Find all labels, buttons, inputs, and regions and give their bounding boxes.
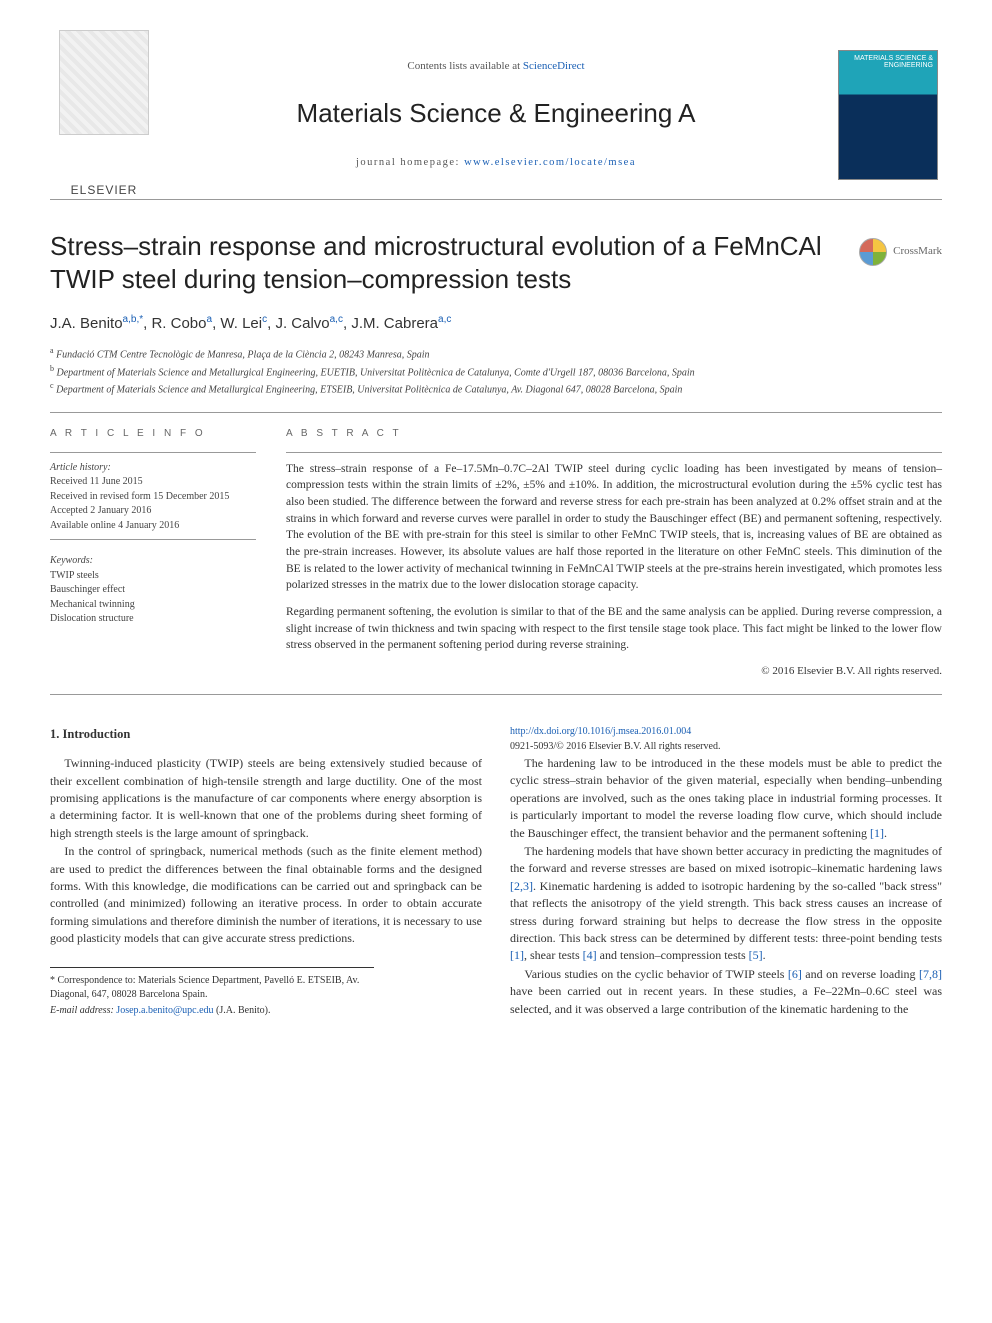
crossmark-badge[interactable]: CrossMark — [859, 238, 942, 266]
body-p4: The hardening models that have shown bet… — [510, 843, 942, 965]
article-title: Stress–strain response and microstructur… — [50, 230, 839, 295]
journal-name: Materials Science & Engineering A — [297, 95, 696, 133]
article-info: A R T I C L E I N F O Article history: R… — [50, 427, 256, 680]
crossmark-label: CrossMark — [893, 244, 942, 260]
masthead-center: Contents lists available at ScienceDirec… — [172, 30, 820, 199]
footnote-corr: * Correspondence to: Materials Science D… — [50, 974, 374, 1002]
author-4: J. Calvo — [275, 315, 329, 332]
body-p4e: . — [763, 948, 766, 962]
doi-link[interactable]: http://dx.doi.org/10.1016/j.msea.2016.01… — [510, 726, 691, 737]
history-online: Available online 4 January 2016 — [50, 519, 256, 541]
author-2-sup: a — [207, 314, 213, 325]
body-p5c: have been carried out in recent years. I… — [510, 984, 942, 1015]
ref-4[interactable]: [4] — [583, 948, 597, 962]
affil-a-text: Fundació CTM Centre Tecnològic de Manres… — [56, 349, 429, 360]
masthead-left: ELSEVIER — [50, 30, 158, 199]
author-3-sup: c — [262, 314, 267, 325]
homepage-prefix: journal homepage: — [356, 157, 464, 168]
abstract-p1: The stress–strain response of a Fe–17.5M… — [286, 461, 942, 594]
author-1: J.A. Benito — [50, 315, 123, 332]
keyword-0: TWIP steels — [50, 569, 256, 584]
history-accepted: Accepted 2 January 2016 — [50, 504, 256, 519]
ref-5[interactable]: [5] — [749, 948, 763, 962]
homepage-line: journal homepage: www.elsevier.com/locat… — [356, 155, 636, 170]
affiliations: a Fundació CTM Centre Tecnològic de Manr… — [50, 345, 942, 398]
keywords-label: Keywords: — [50, 554, 256, 569]
abstract-copyright: © 2016 Elsevier B.V. All rights reserved… — [286, 664, 942, 680]
contents-prefix: Contents lists available at — [407, 60, 522, 72]
author-1-sup: a,b,* — [123, 314, 144, 325]
elsevier-wordmark: ELSEVIER — [71, 182, 138, 199]
meta-row: A R T I C L E I N F O Article history: R… — [50, 427, 942, 680]
body-p5b: and on reverse loading — [802, 967, 919, 981]
ref-78[interactable]: [7,8] — [919, 967, 942, 981]
masthead-right: MATERIALS SCIENCE & ENGINEERING — [834, 30, 942, 199]
ref-1a[interactable]: [1] — [870, 826, 884, 840]
abstract-p2: Regarding permanent softening, the evolu… — [286, 604, 942, 654]
author-line: J.A. Benitoa,b,*, R. Coboa, W. Leic, J. … — [50, 313, 942, 335]
rule-top — [50, 412, 942, 413]
footnote-email-suffix: (J.A. Benito). — [214, 1005, 271, 1016]
ref-1b[interactable]: [1] — [510, 948, 524, 962]
footnote-email-label: E-mail address: — [50, 1005, 116, 1016]
affil-b-text: Department of Materials Science and Meta… — [57, 367, 695, 378]
abstract-rule — [286, 452, 942, 453]
keyword-3: Dislocation structure — [50, 612, 256, 627]
affil-a: a Fundació CTM Centre Tecnològic de Manr… — [50, 345, 942, 363]
rule-bottom — [50, 694, 942, 695]
crossmark-icon — [859, 238, 887, 266]
body-p3b: . — [884, 826, 887, 840]
affil-b: b Department of Materials Science and Me… — [50, 363, 942, 381]
ref-6[interactable]: [6] — [788, 967, 802, 981]
body-columns: 1. Introduction Twinning-induced plastic… — [50, 725, 942, 1024]
body-p3: The hardening law to be introduced in th… — [510, 755, 942, 842]
body-p2: In the control of springback, numerical … — [50, 843, 482, 947]
doi-block: http://dx.doi.org/10.1016/j.msea.2016.01… — [510, 725, 942, 754]
abstract: A B S T R A C T The stress–strain respon… — [286, 427, 942, 680]
body-p5a: Various studies on the cyclic behavior o… — [524, 967, 787, 981]
masthead: ELSEVIER Contents lists available at Sci… — [50, 30, 942, 200]
author-4-sup: a,c — [330, 314, 343, 325]
author-3: W. Lei — [220, 315, 262, 332]
keyword-1: Bauschinger effect — [50, 583, 256, 598]
body-p1: Twinning-induced plasticity (TWIP) steel… — [50, 755, 482, 842]
homepage-link[interactable]: www.elsevier.com/locate/msea — [464, 157, 636, 168]
body-p5: Various studies on the cyclic behavior o… — [510, 966, 942, 1018]
sciencedirect-link[interactable]: ScienceDirect — [523, 60, 585, 72]
author-5-sup: a,c — [438, 314, 451, 325]
abstract-heading: A B S T R A C T — [286, 427, 942, 442]
history-revised: Received in revised form 15 December 201… — [50, 490, 256, 505]
issn-line: 0921-5093/© 2016 Elsevier B.V. All right… — [510, 740, 942, 754]
history-label: Article history: — [50, 461, 256, 476]
body-p4b: . Kinematic hardening is added to isotro… — [510, 879, 942, 945]
page-root: ELSEVIER Contents lists available at Sci… — [0, 0, 992, 1064]
footnote-email-link[interactable]: Josep.a.benito@upc.edu — [116, 1005, 213, 1016]
section-1-heading: 1. Introduction — [50, 725, 482, 743]
title-block: Stress–strain response and microstructur… — [50, 230, 942, 295]
contents-line: Contents lists available at ScienceDirec… — [407, 59, 584, 75]
journal-cover-icon: MATERIALS SCIENCE & ENGINEERING — [838, 50, 938, 180]
history-received: Received 11 June 2015 — [50, 475, 256, 490]
body-p4a: The hardening models that have shown bet… — [510, 844, 942, 875]
body-p4c: , shear tests — [524, 948, 583, 962]
article-info-rule — [50, 452, 256, 453]
affil-c-text: Department of Materials Science and Meta… — [56, 385, 682, 396]
keyword-2: Mechanical twinning — [50, 598, 256, 613]
affil-c: c Department of Materials Science and Me… — [50, 380, 942, 398]
body-p4d: and tension–compression tests — [597, 948, 749, 962]
elsevier-tree-icon — [59, 30, 149, 135]
author-5: J.M. Cabrera — [351, 315, 438, 332]
ref-23[interactable]: [2,3] — [510, 879, 533, 893]
author-2: R. Cobo — [151, 315, 206, 332]
footnote-email-line: E-mail address: Josep.a.benito@upc.edu (… — [50, 1004, 374, 1018]
article-info-heading: A R T I C L E I N F O — [50, 427, 256, 442]
footnote-block: * Correspondence to: Materials Science D… — [50, 967, 374, 1018]
